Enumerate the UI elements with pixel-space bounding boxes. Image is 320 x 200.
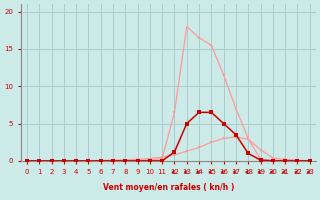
X-axis label: Vent moyen/en rafales ( kn/h ): Vent moyen/en rafales ( kn/h ) (103, 183, 234, 192)
